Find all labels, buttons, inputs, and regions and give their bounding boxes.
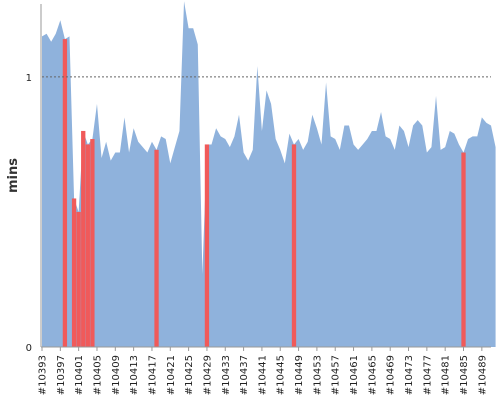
x-tick-label: #10393 (38, 355, 49, 395)
x-tick-label: #10425 (184, 355, 195, 395)
x-tick-label: #10457 (331, 355, 342, 395)
x-tick-label: #10445 (276, 355, 287, 395)
x-tick-label: #10413 (129, 355, 140, 395)
y-tick-label: 0 (26, 343, 32, 354)
failed-bar (291, 144, 297, 347)
x-tick-label: #10397 (56, 355, 67, 395)
failed-bar (71, 198, 77, 347)
x-tick-label: #10465 (367, 355, 378, 395)
x-tick-label: #10481 (441, 355, 452, 395)
failed-bar (154, 149, 159, 347)
y-axis-title: mins (6, 158, 21, 193)
failed-bar (85, 144, 90, 347)
plot-area (42, 1, 496, 348)
failed-bar (76, 211, 81, 347)
x-tick-label: #10449 (294, 355, 305, 395)
x-tick-label: #10461 (349, 355, 360, 395)
x-tick-label: #10429 (202, 355, 213, 395)
x-tick-label: #10433 (221, 355, 232, 395)
x-tick-label: #10409 (111, 355, 122, 395)
x-tick-label: #10401 (74, 355, 85, 395)
x-tick-label: #10473 (404, 355, 415, 395)
x-tick-label: #10489 (477, 355, 488, 395)
failed-bar (461, 152, 466, 347)
x-tick-label: #10477 (422, 355, 433, 395)
duration-area (42, 1, 496, 348)
x-tick-label: #10405 (92, 355, 103, 395)
x-tick-label: #10469 (386, 355, 397, 395)
failed-bar (90, 139, 95, 347)
x-tick-label: #10485 (459, 355, 470, 395)
x-tick-label: #10441 (257, 355, 268, 395)
x-tick-label: #10453 (312, 355, 323, 395)
y-tick-label: 1 (26, 73, 32, 84)
y-ticks: 01 (26, 73, 32, 354)
x-ticks: #10393 #10397 #10401 #10405 #10409 #10413 #104… (38, 347, 488, 395)
x-tick-label: #10421 (166, 355, 177, 395)
failed-bar (62, 39, 68, 348)
x-tick-label: #10437 (239, 355, 250, 395)
failed-bar (81, 130, 86, 347)
x-tick-label: #10417 (147, 355, 158, 395)
failed-bar (204, 144, 210, 347)
